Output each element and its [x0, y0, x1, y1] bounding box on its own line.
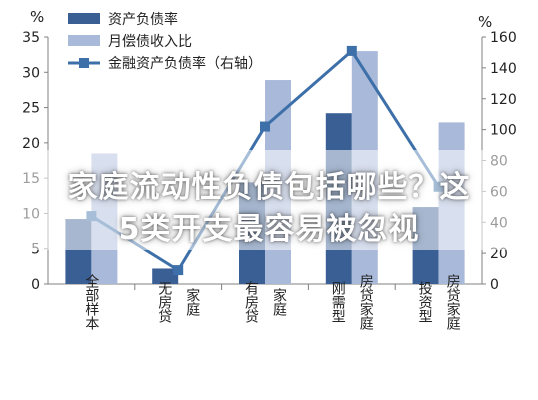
headline-overlay: 家庭流动性负债包括哪些？这 5类开支最容易被忽视	[0, 150, 538, 250]
category-label: 房贷家庭	[445, 274, 461, 331]
legend-label: 金融资产负债率（右轴）	[108, 55, 262, 72]
legend-marker	[79, 58, 89, 68]
legend-label: 月偿债收入比	[108, 34, 192, 50]
right-tick-label: 20	[490, 246, 508, 262]
line-marker	[173, 265, 184, 276]
headline-line-2: 5类开支最容易被忽视	[118, 212, 420, 247]
right-tick-label: 120	[490, 92, 517, 108]
right-tick-label: 160	[490, 30, 517, 46]
headline-line-1: 家庭流动性负债包括哪些？这	[67, 170, 471, 205]
left-tick-label: 0	[31, 277, 40, 293]
category-label: 投资型	[417, 281, 433, 323]
category-label: 有房贷	[243, 281, 259, 323]
category-label: 家庭	[271, 287, 287, 317]
bar-debt-ratio	[152, 268, 179, 284]
category-label: 刚需型	[330, 281, 346, 323]
category-label: 无房贷	[156, 281, 172, 323]
legend-label: 资产负债率	[108, 11, 178, 28]
line-marker	[260, 121, 270, 132]
category-label: 家庭	[184, 287, 200, 317]
right-tick-label: 140	[490, 61, 517, 77]
left-tick-label: 20	[22, 136, 40, 152]
right-axis-unit: %	[478, 13, 492, 31]
left-tick-label: 35	[22, 30, 40, 46]
category-label: 房贷家庭	[358, 274, 374, 331]
category-label: 全部样本	[83, 273, 99, 330]
left-axis-unit: %	[30, 8, 44, 26]
right-tick-label: 100	[490, 123, 517, 139]
left-tick-label: 25	[22, 101, 40, 117]
left-tick-label: 30	[22, 65, 40, 81]
line-marker	[346, 45, 357, 56]
right-tick-label: 0	[490, 277, 499, 293]
legend-swatch	[68, 13, 100, 24]
legend-swatch	[68, 35, 100, 46]
